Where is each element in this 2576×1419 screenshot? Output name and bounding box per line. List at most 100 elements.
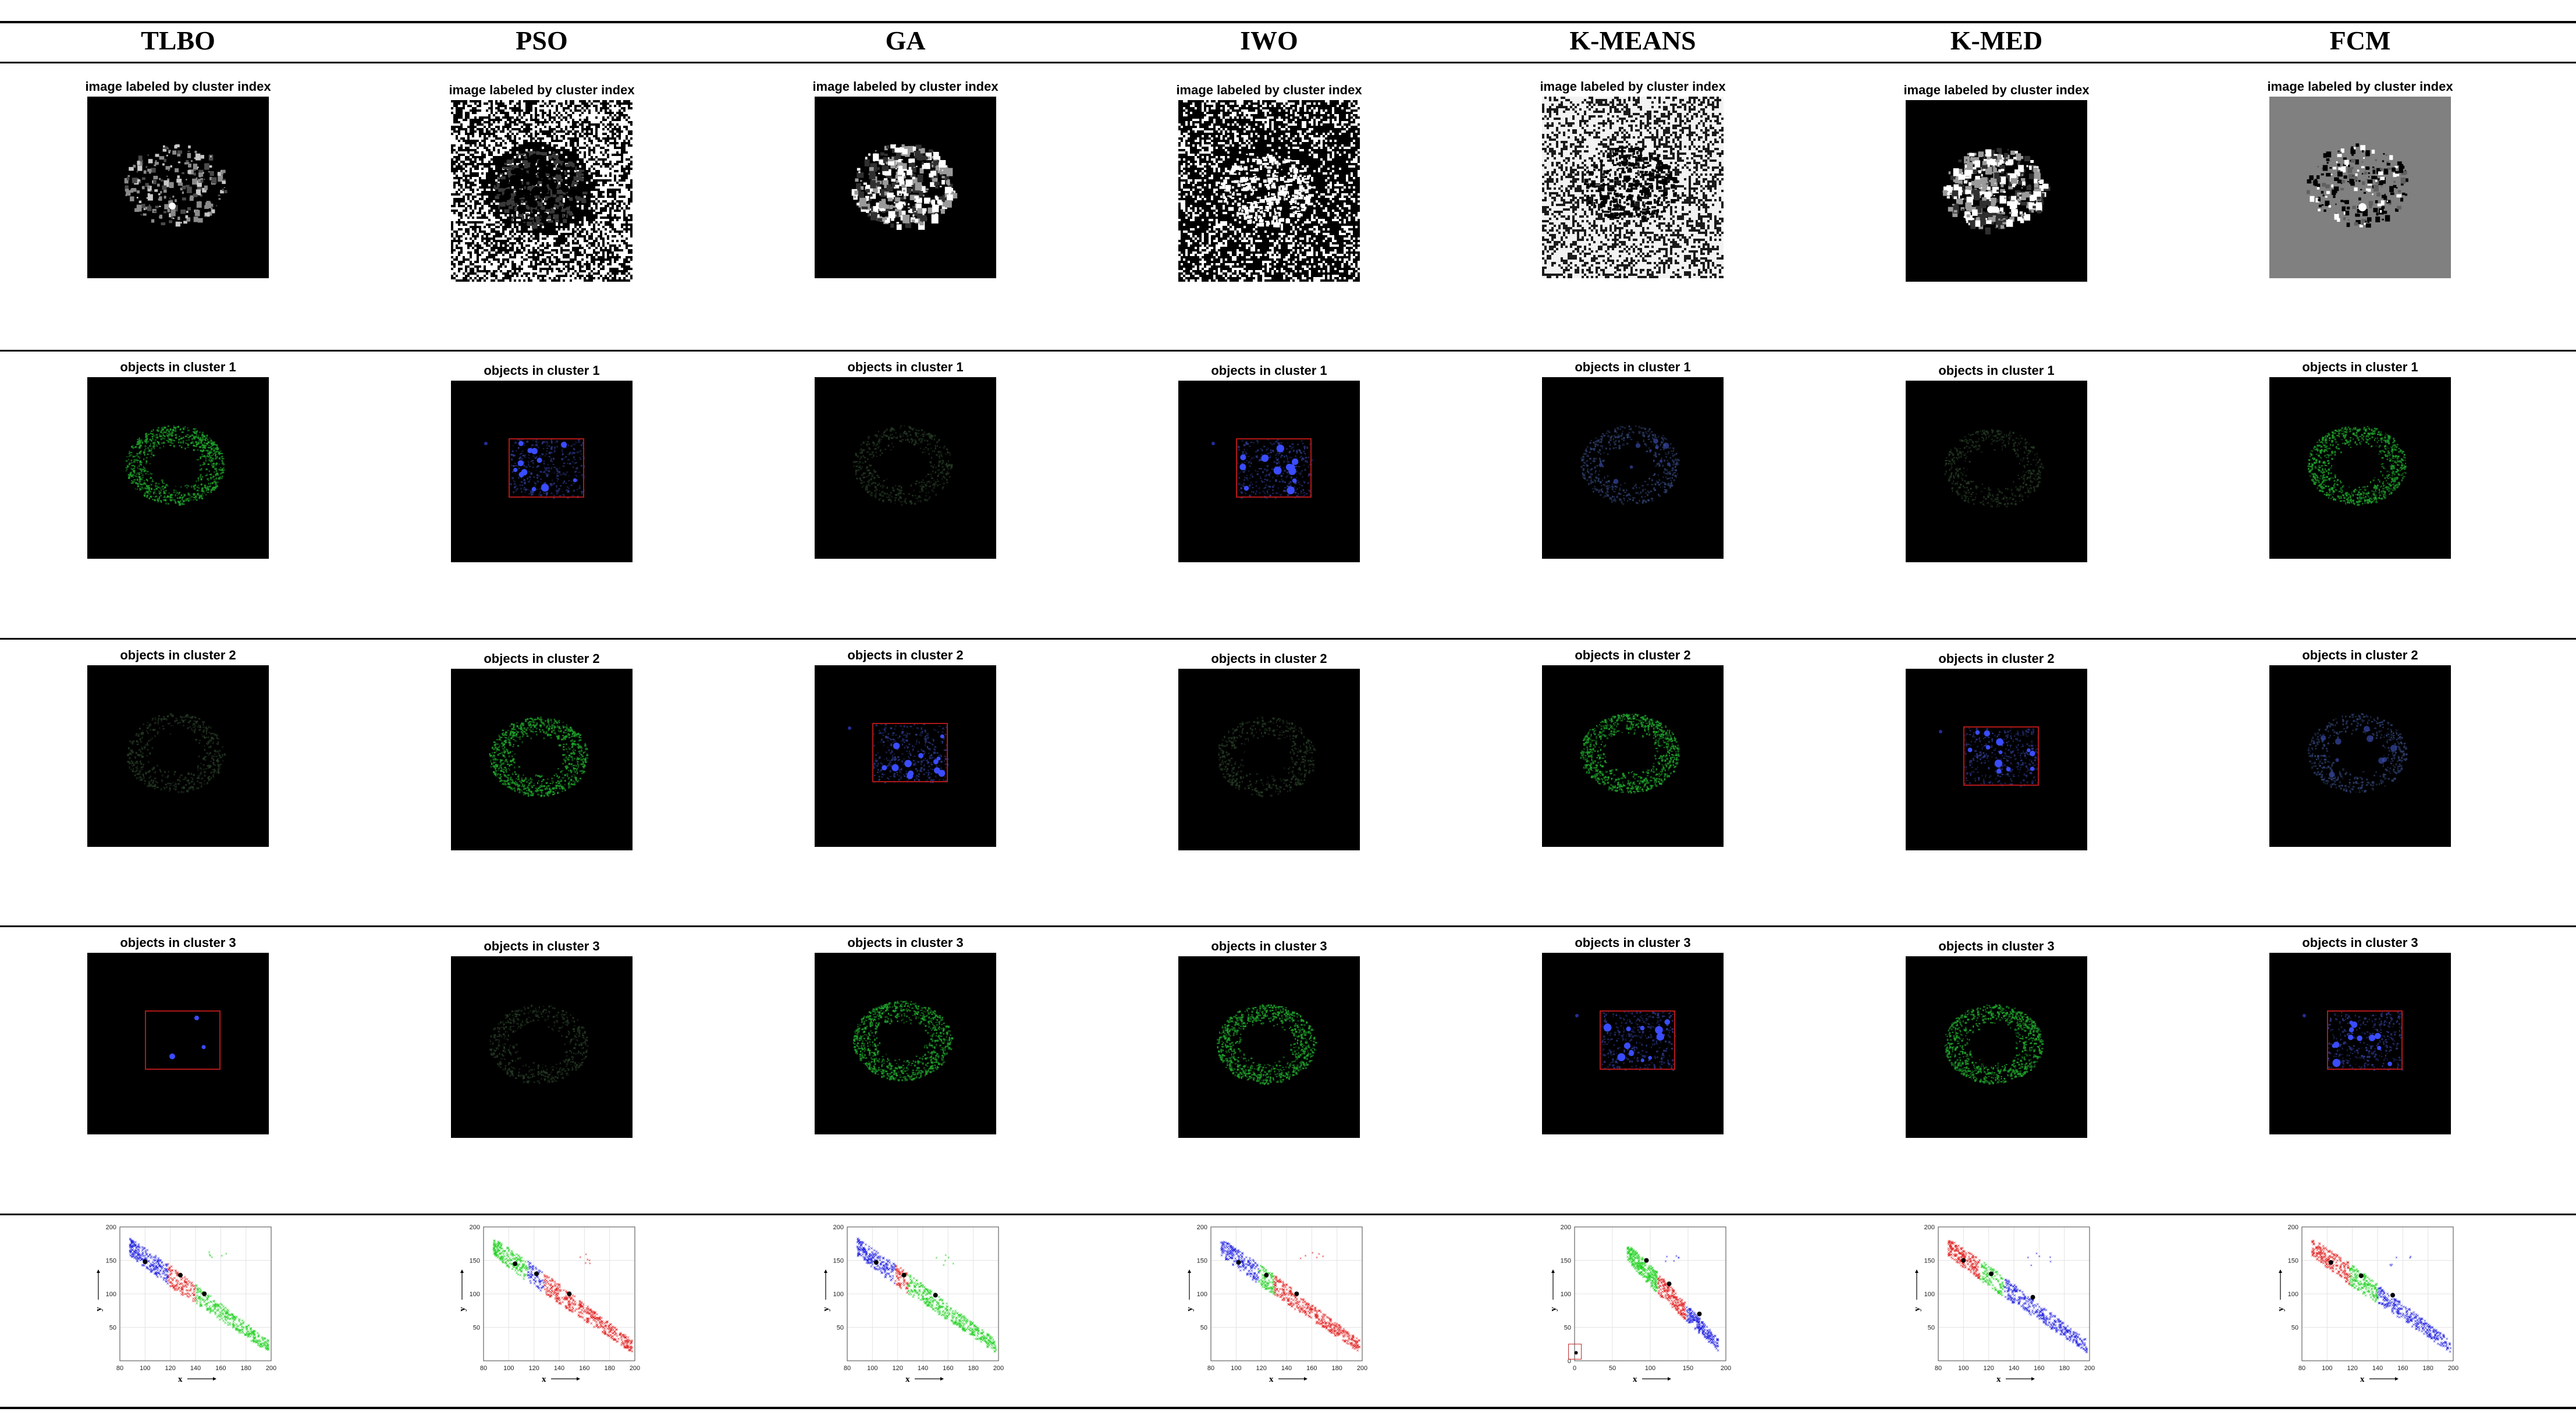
y-tick-label: 200 bbox=[833, 1224, 844, 1231]
y-tick-label: 150 bbox=[1924, 1258, 1935, 1265]
panel-title: objects in cluster 3 bbox=[1449, 935, 1817, 950]
cluster-image-canvas bbox=[1178, 956, 1360, 1138]
x-tick-label: 80 bbox=[480, 1365, 487, 1372]
cluster-image bbox=[1906, 381, 2087, 562]
centroid-marker bbox=[1294, 1292, 1299, 1296]
plot-frame bbox=[2301, 1226, 2454, 1361]
x-axis-label: x bbox=[178, 1375, 183, 1384]
panel-title: objects in cluster 2 bbox=[2176, 648, 2544, 663]
column-header-tlbo: TLBO bbox=[0, 23, 362, 58]
x-tick-label: 140 bbox=[2009, 1365, 2019, 1372]
column-header-pso: PSO bbox=[358, 23, 726, 58]
scatter-points: ××××××××××××××××××××××××××××××××××××××××… bbox=[128, 1236, 270, 1352]
y-axis-label: y bbox=[458, 1307, 467, 1311]
x-tick-label: 80 bbox=[2298, 1365, 2305, 1372]
panel-title: objects in cluster 1 bbox=[1813, 363, 2180, 378]
centroid-marker bbox=[2030, 1294, 2035, 1300]
scatter-plot: 0 50 100 150 200 0 50 100 150 200 x y ××××××××××××××… bbox=[1549, 1224, 1731, 1384]
cluster-image bbox=[2269, 97, 2451, 278]
cluster-image-canvas bbox=[2269, 665, 2451, 847]
panel-title: objects in cluster 2 bbox=[1449, 648, 1817, 663]
scatter-plot: 80 100 120 140 160 180 200 50 100 150 200 x y ×××××××… bbox=[2276, 1224, 2458, 1384]
column-header-k-means: K-MEANS bbox=[1449, 23, 1817, 58]
centroid-marker bbox=[1264, 1272, 1269, 1278]
y-tick-label: 50 bbox=[109, 1325, 116, 1332]
scatter-points: ××××××××××××××××××××××××××××××××××××××××… bbox=[1947, 1239, 2089, 1355]
x-tick-label: 120 bbox=[1983, 1365, 1994, 1372]
panel-r2-k-means: objects in cluster 1 bbox=[1449, 352, 1817, 638]
cluster-image-canvas bbox=[815, 377, 996, 559]
x-tick-label: 100 bbox=[1958, 1365, 1969, 1372]
cluster-image-canvas bbox=[1542, 665, 1724, 847]
panel-r3-k-means: objects in cluster 2 bbox=[1449, 640, 1817, 925]
y-tick-label: 50 bbox=[2291, 1325, 2298, 1332]
panel-title: image labeled by cluster index bbox=[1449, 79, 1817, 94]
panel-r4-tlbo: objects in cluster 3 bbox=[0, 927, 362, 1214]
panel-title: objects in cluster 2 bbox=[1813, 651, 2180, 666]
panel-r3-k-med: objects in cluster 2 bbox=[1813, 640, 2180, 925]
panel-r1-k-med: image labeled by cluster index bbox=[1813, 63, 2180, 350]
centroid-marker bbox=[2358, 1273, 2364, 1278]
cluster-image bbox=[1906, 669, 2087, 850]
x-tick-label: 150 bbox=[1683, 1365, 1693, 1372]
x-tick-label: 200 bbox=[266, 1365, 276, 1372]
rule-bottom bbox=[0, 1407, 2576, 1409]
cluster-image-canvas bbox=[815, 953, 996, 1134]
panel-title: image labeled by cluster index bbox=[722, 79, 1089, 94]
y-tick-label: 200 bbox=[1561, 1224, 1571, 1231]
cluster-image bbox=[1178, 381, 1360, 562]
y-axis-label: y bbox=[94, 1307, 104, 1311]
y-tick-label: 150 bbox=[1197, 1258, 1207, 1265]
cluster-image-canvas bbox=[87, 953, 269, 1134]
panel-r2-pso: objects in cluster 1 bbox=[358, 352, 726, 638]
cluster-image bbox=[815, 665, 996, 847]
centroid-marker bbox=[2328, 1260, 2333, 1265]
scatter-plot: 80 100 120 140 160 180 200 50 100 150 200 x y ×××××××… bbox=[822, 1224, 1004, 1384]
panel-r1-tlbo: image labeled by cluster index bbox=[0, 63, 362, 350]
rule-top bbox=[0, 21, 2576, 23]
panel-title: objects in cluster 3 bbox=[1813, 939, 2180, 954]
x-tick-label: 120 bbox=[528, 1365, 539, 1372]
y-tick-label: 50 bbox=[1200, 1325, 1207, 1332]
column-header-ga: GA bbox=[722, 23, 1089, 58]
y-tick-label: 100 bbox=[1924, 1291, 1935, 1298]
cluster-image-canvas bbox=[2269, 97, 2451, 278]
x-tick-label: 0 bbox=[1573, 1365, 1576, 1372]
panel-r1-pso: image labeled by cluster index bbox=[358, 63, 726, 350]
x-tick-label: 100 bbox=[1645, 1365, 1655, 1372]
centroid-marker bbox=[901, 1272, 907, 1278]
x-tick-label: 140 bbox=[1281, 1365, 1292, 1372]
cluster-image-canvas bbox=[451, 381, 633, 562]
y-tick-label: 200 bbox=[2288, 1224, 2298, 1231]
rule-header bbox=[0, 62, 2576, 63]
plot-frame bbox=[1210, 1226, 1363, 1361]
centroid-marker bbox=[1644, 1258, 1649, 1263]
y-tick-label: 100 bbox=[833, 1291, 844, 1298]
x-tick-label: 180 bbox=[240, 1365, 251, 1372]
y-tick-label: 150 bbox=[833, 1258, 844, 1265]
panel-r4-fcm: objects in cluster 3 bbox=[2176, 927, 2544, 1214]
plot-frame bbox=[847, 1226, 999, 1361]
cluster-image bbox=[451, 956, 633, 1138]
cluster-image bbox=[815, 953, 996, 1134]
y-tick-label: 100 bbox=[106, 1291, 116, 1298]
cluster-image bbox=[1542, 97, 1724, 278]
cluster-image-canvas bbox=[1178, 100, 1360, 282]
cluster-image bbox=[87, 377, 269, 559]
cluster-image bbox=[1906, 100, 2087, 282]
cluster-image bbox=[1178, 669, 1360, 850]
y-tick-label: 0 bbox=[1568, 1358, 1571, 1365]
y-tick-label: 200 bbox=[470, 1224, 480, 1231]
image-row-2: objects in cluster 1 objects in cluster 1… bbox=[0, 352, 2576, 638]
y-tick-label: 100 bbox=[1561, 1291, 1571, 1298]
cluster-image-canvas bbox=[1906, 956, 2087, 1138]
x-tick-label: 100 bbox=[867, 1365, 877, 1372]
x-tick-label: 180 bbox=[1331, 1365, 1342, 1372]
x-tick-label: 200 bbox=[2448, 1365, 2458, 1372]
cluster-image bbox=[87, 665, 269, 847]
panel-r3-ga: objects in cluster 2 bbox=[722, 640, 1089, 925]
plot-frame bbox=[1938, 1226, 2090, 1361]
panel-r3-fcm: objects in cluster 2 bbox=[2176, 640, 2544, 925]
x-tick-label: 140 bbox=[2372, 1365, 2383, 1372]
panel-r4-k-means: objects in cluster 3 bbox=[1449, 927, 1817, 1214]
